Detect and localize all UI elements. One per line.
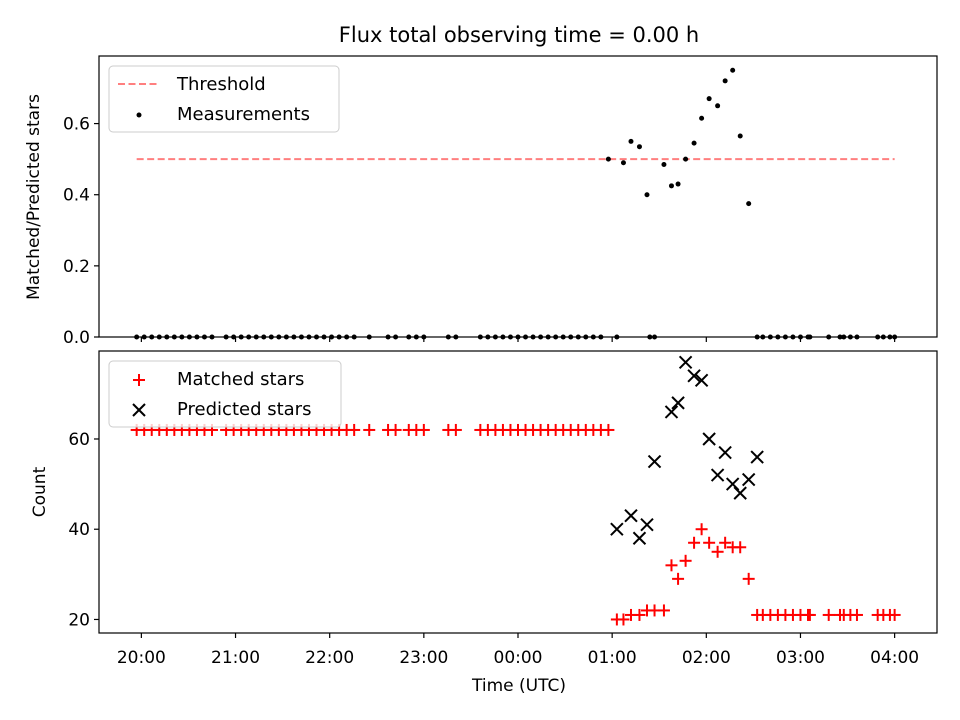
- matched-star-point: [719, 536, 732, 549]
- bottom-legend: Matched stars Predicted stars: [108, 360, 342, 428]
- bottom-plot-area: [130, 355, 901, 626]
- x-tick-label: 20:00: [117, 648, 166, 668]
- measurement-point: [675, 181, 681, 187]
- bottom-panel: 20 40 60 20:00 21:00 22:00 23:00 00:00 01:00 02:…: [30, 350, 938, 696]
- matched-star-point: [822, 608, 835, 621]
- matched-star-point: [734, 541, 747, 554]
- measurement-point: [605, 156, 611, 162]
- predicted-star-point: [741, 472, 756, 487]
- predicted-star-point: [664, 405, 679, 419]
- top-panel: 0.0 0.2 0.4 0.6 Matched/Predicted stars Thr…: [24, 55, 938, 348]
- matched-star-point: [888, 608, 901, 621]
- top-legend: Threshold Measurements: [108, 65, 340, 133]
- top-y-tick-label: 0.6: [63, 115, 90, 135]
- bottom-y-tick-label: 20: [68, 610, 90, 630]
- legend-measurements-swatch: [136, 112, 142, 118]
- matched-star-point: [742, 572, 755, 585]
- measurement-point: [661, 161, 667, 167]
- matched-star-point: [711, 545, 724, 558]
- predicted-star-point: [750, 450, 764, 464]
- bottom-legend-box: [108, 360, 342, 428]
- predicted-star-point: [718, 445, 732, 460]
- matched-star-point: [633, 608, 646, 621]
- legend-threshold-label: Threshold: [176, 74, 266, 95]
- measurement-point: [715, 103, 721, 109]
- predicted-star-point: [678, 355, 693, 369]
- measurement-point: [722, 78, 728, 84]
- predicted-star-point: [725, 477, 740, 491]
- matched-star-point: [417, 423, 430, 436]
- predicted-star-point: [610, 522, 624, 536]
- bottom-x-ticks: 20:00 21:00 22:00 23:00 00:00 01:00 02:00 03:00…: [117, 633, 919, 668]
- matched-star-point: [363, 423, 376, 436]
- measurement-point: [620, 160, 626, 166]
- matched-star-point: [657, 604, 670, 617]
- x-tick-label: 04:00: [870, 648, 919, 668]
- bottom-y-tick-label: 40: [68, 520, 90, 540]
- x-tick-label: 00:00: [494, 648, 543, 668]
- measurement-point: [628, 138, 634, 144]
- x-tick-label: 21:00: [211, 648, 260, 668]
- x-tick-label: 02:00: [682, 648, 731, 668]
- measurement-point: [730, 67, 736, 73]
- legend-measurements-label: Measurements: [177, 104, 310, 125]
- matched-star-point: [449, 423, 462, 436]
- measurement-point: [691, 140, 697, 146]
- top-legend-box: [108, 65, 340, 133]
- top-y-axis-label: Matched/Predicted stars: [24, 94, 44, 300]
- predicted-star-point: [733, 486, 747, 500]
- measurement-point: [683, 156, 689, 162]
- matched-star-point: [695, 523, 708, 536]
- x-tick-label: 23:00: [399, 648, 448, 668]
- measurement-point: [668, 183, 674, 189]
- predicted-star-point: [687, 369, 701, 383]
- x-tick-label: 01:00: [588, 648, 637, 668]
- matched-star-point: [703, 536, 716, 549]
- top-y-tick-label: 0.0: [63, 328, 90, 348]
- matched-star-point: [617, 613, 630, 626]
- predicted-star-point: [624, 508, 638, 523]
- chart-title: Flux total observing time = 0.00 h: [339, 23, 699, 47]
- bottom-y-tick-label: 60: [68, 430, 90, 450]
- matched-star-point: [803, 608, 816, 621]
- predicted-star-point: [640, 518, 654, 532]
- bottom-y-ticks: 20 40 60: [68, 430, 99, 630]
- measurement-point: [699, 115, 705, 121]
- matched-star-point: [389, 423, 402, 436]
- top-y-ticks: 0.0 0.2 0.4 0.6: [63, 115, 99, 348]
- legend-matched-swatch: [133, 374, 145, 386]
- predicted-star-point: [671, 396, 685, 410]
- bottom-y-axis-label: Count: [30, 466, 50, 517]
- top-y-tick-label: 0.2: [63, 257, 90, 277]
- predicted-star-point: [647, 454, 662, 469]
- matched-star-point: [665, 559, 678, 572]
- legend-matched-label: Matched stars: [177, 369, 304, 390]
- matched-star-point: [850, 608, 863, 621]
- predicted-star-point: [632, 531, 647, 545]
- top-x-ticks: [140, 337, 896, 342]
- matched-star-point: [679, 554, 692, 567]
- predicted-star-point: [694, 373, 709, 388]
- x-tick-label: 22:00: [305, 648, 354, 668]
- matched-star-point: [672, 572, 685, 585]
- predicted-star-point: [710, 468, 725, 482]
- predicted-star-point: [702, 432, 716, 446]
- legend-predicted-label: Predicted stars: [177, 399, 311, 420]
- matched-star-point: [348, 423, 361, 436]
- x-axis-label: Time (UTC): [471, 676, 566, 696]
- legend-predicted-swatch: [132, 403, 146, 417]
- matched-star-point: [602, 423, 615, 436]
- measurement-point: [746, 201, 752, 207]
- measurement-point: [706, 96, 712, 102]
- measurement-point: [636, 144, 642, 150]
- matched-star-point: [688, 536, 701, 549]
- measurement-point: [644, 192, 650, 198]
- top-y-tick-label: 0.4: [63, 186, 90, 206]
- measurement-point: [737, 133, 743, 139]
- x-tick-label: 03:00: [776, 648, 825, 668]
